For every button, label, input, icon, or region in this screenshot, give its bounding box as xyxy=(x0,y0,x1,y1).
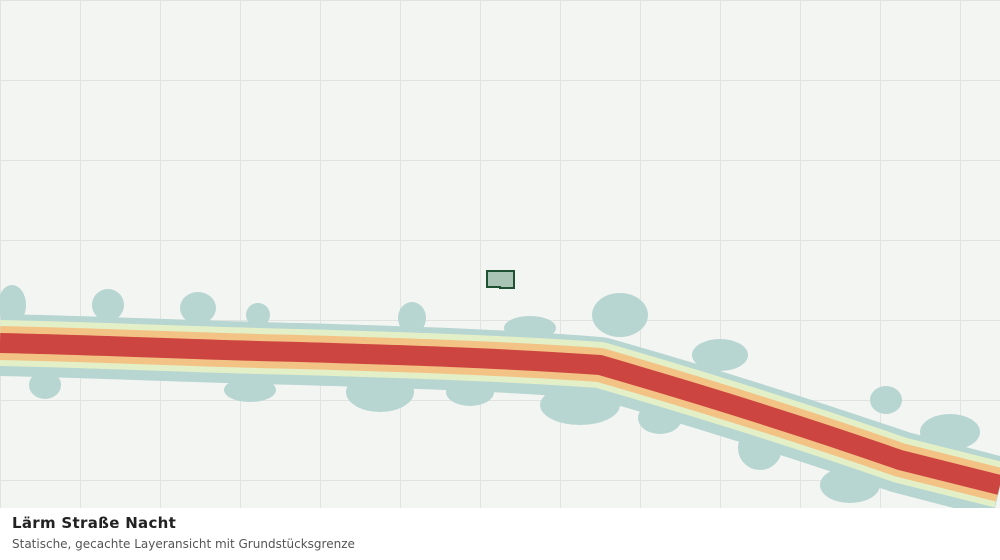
layer-title: Lärm Straße Nacht xyxy=(12,514,177,532)
layer-subtitle: Statische, gecachte Layeransicht mit Gru… xyxy=(12,537,355,551)
parcel-boundary xyxy=(486,270,515,289)
noise-zone-very-high xyxy=(0,333,1000,495)
caption-panel: Lärm Straße Nacht Statische, gecachte La… xyxy=(0,508,1000,560)
map-view xyxy=(0,0,1000,508)
